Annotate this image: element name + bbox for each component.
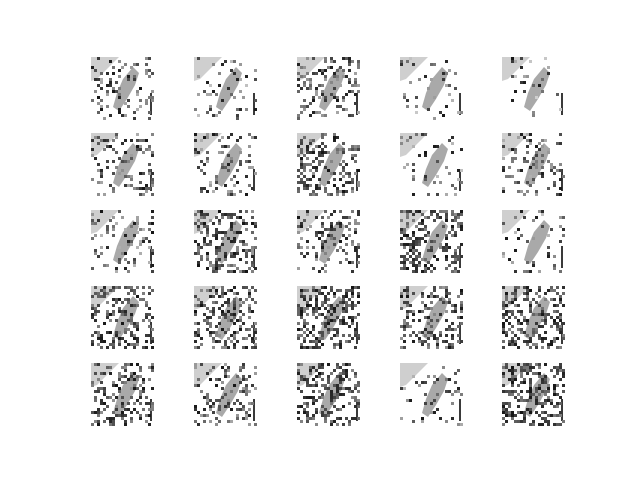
- sample-tile-r1-c3: [400, 133, 463, 196]
- sample-tile-r4-c4: [502, 363, 565, 426]
- sample-tile-r1-c4: [502, 133, 565, 196]
- sample-tile-r0-c1: [194, 57, 257, 120]
- sample-tile-r0-c0: [91, 57, 154, 120]
- sample-tile-r0-c3: [400, 57, 463, 120]
- sample-tile-r4-c1: [194, 363, 257, 426]
- sample-tile-r3-c1: [194, 286, 257, 349]
- sample-tile-r1-c1: [194, 133, 257, 196]
- sample-tile-r4-c2: [297, 363, 360, 426]
- sample-tile-r0-c2: [297, 57, 360, 120]
- sample-tile-r0-c4: [502, 57, 565, 120]
- sample-tile-r3-c2: [297, 286, 360, 349]
- sample-tile-r3-c3: [400, 286, 463, 349]
- sample-tile-r4-c0: [91, 363, 154, 426]
- sample-tile-r2-c2: [297, 210, 360, 273]
- sample-tile-r4-c3: [400, 363, 463, 426]
- sample-tile-r2-c4: [502, 210, 565, 273]
- sample-tile-r1-c2: [297, 133, 360, 196]
- sample-tile-r1-c0: [91, 133, 154, 196]
- sample-tile-r2-c0: [91, 210, 154, 273]
- sample-tile-r3-c0: [91, 286, 154, 349]
- sample-tile-r2-c3: [400, 210, 463, 273]
- sample-tile-r2-c1: [194, 210, 257, 273]
- sample-tile-r3-c4: [502, 286, 565, 349]
